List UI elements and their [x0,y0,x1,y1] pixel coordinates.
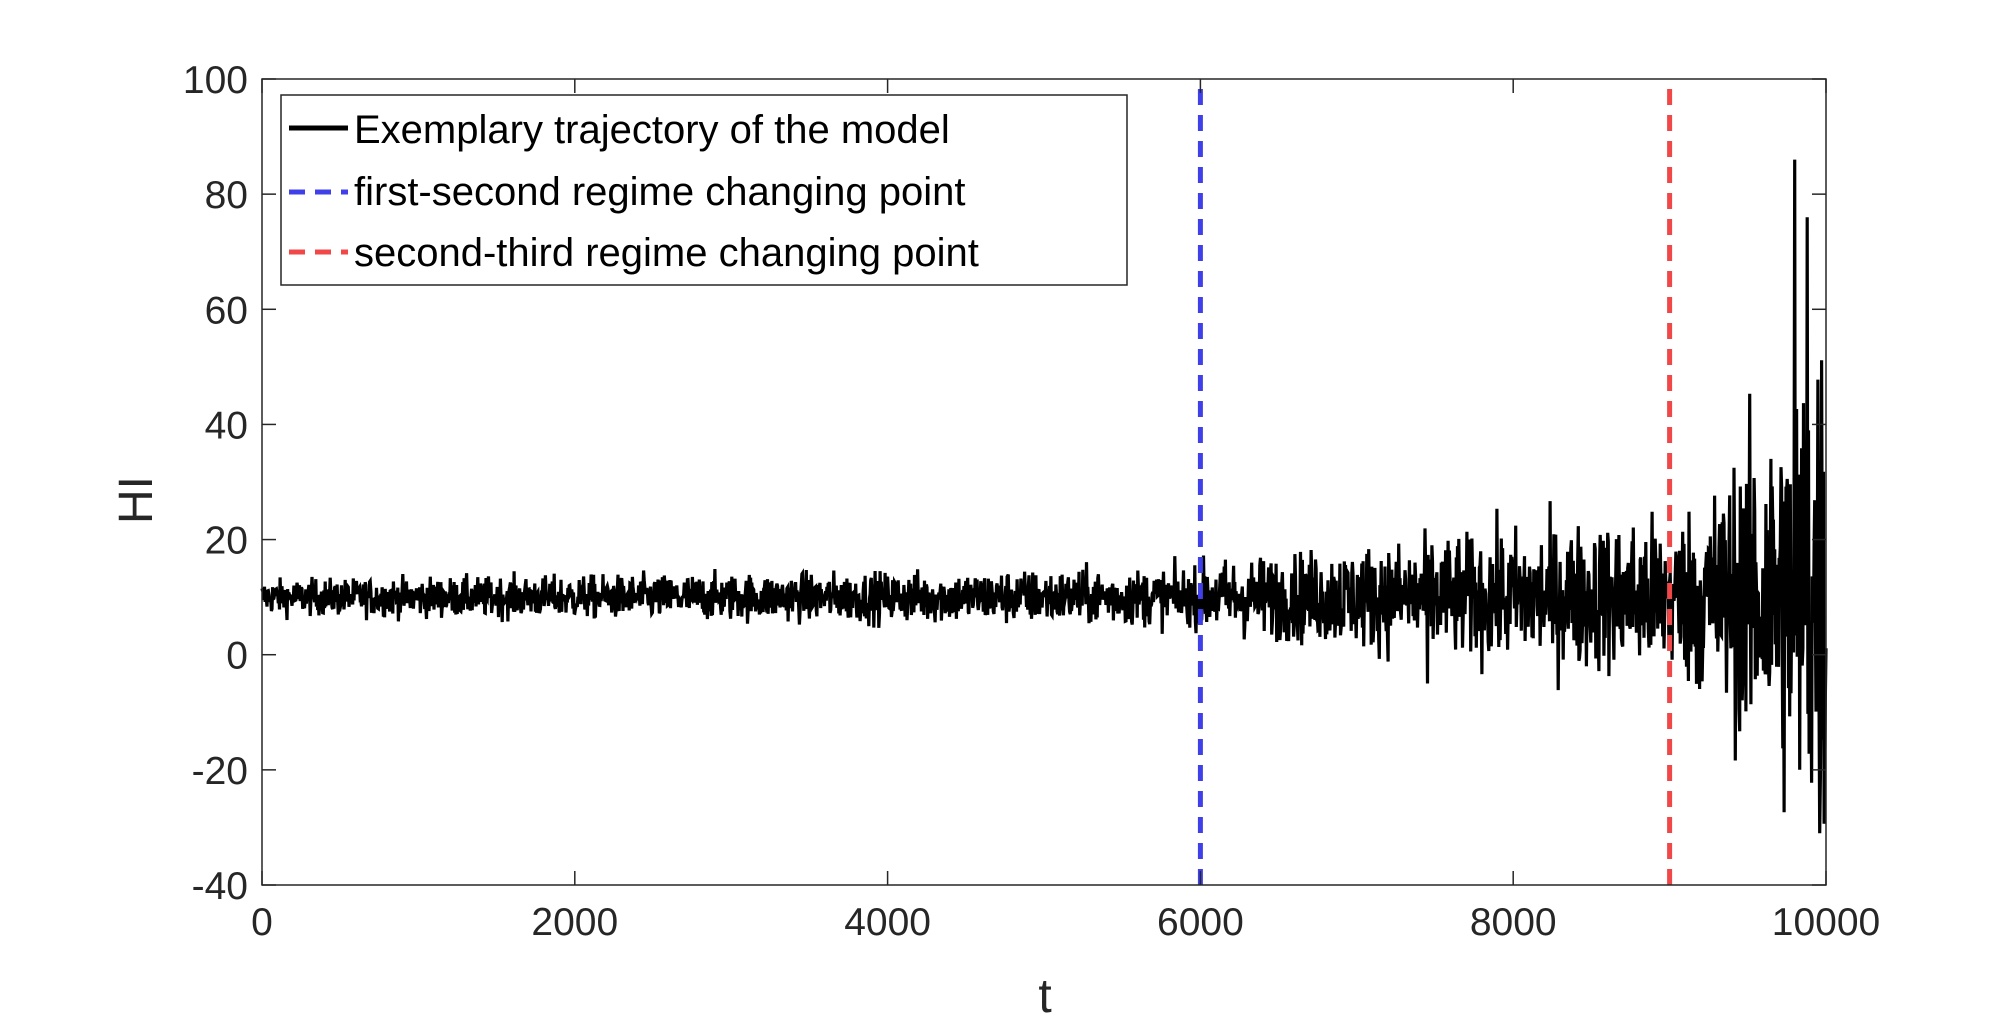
x-tick-label: 8000 [1470,901,1557,944]
axes [261,78,1827,886]
y-tick-label: -40 [192,865,248,908]
legend: Exemplary trajectory of the model first-… [280,94,1128,286]
legend-box [280,94,1128,286]
y-tick-label: 20 [205,520,248,563]
y-tick-label: 100 [183,59,248,102]
x-tick-label: 2000 [531,901,618,944]
plot-area-box [261,78,1827,886]
legend-label-second-third: second-third regime changing point [354,231,979,275]
plot-lines [260,89,1828,885]
x-tick-label: 10000 [1772,901,1880,944]
y-tick-label: 40 [205,404,248,447]
y-tick-label: -20 [192,750,248,793]
ticks: 0 2000 4000 6000 8000 10000 -40 -20 0 20 40 60 80 100 [183,59,1880,944]
legend-label-trajectory: Exemplary trajectory of the model [354,108,950,152]
x-tick-label: 0 [251,901,273,944]
trajectory-line [260,159,1828,834]
legend-label-first-second: first-second regime changing point [354,170,965,214]
y-axis-label: HI [110,476,163,524]
y-tick-label: 80 [205,174,248,217]
y-tick-label: 60 [205,289,248,332]
x-tick-label: 6000 [1157,901,1244,944]
x-tick-label: 4000 [844,901,931,944]
y-tick-label: 0 [226,635,248,678]
x-axis-label: t [1038,970,1051,1021]
